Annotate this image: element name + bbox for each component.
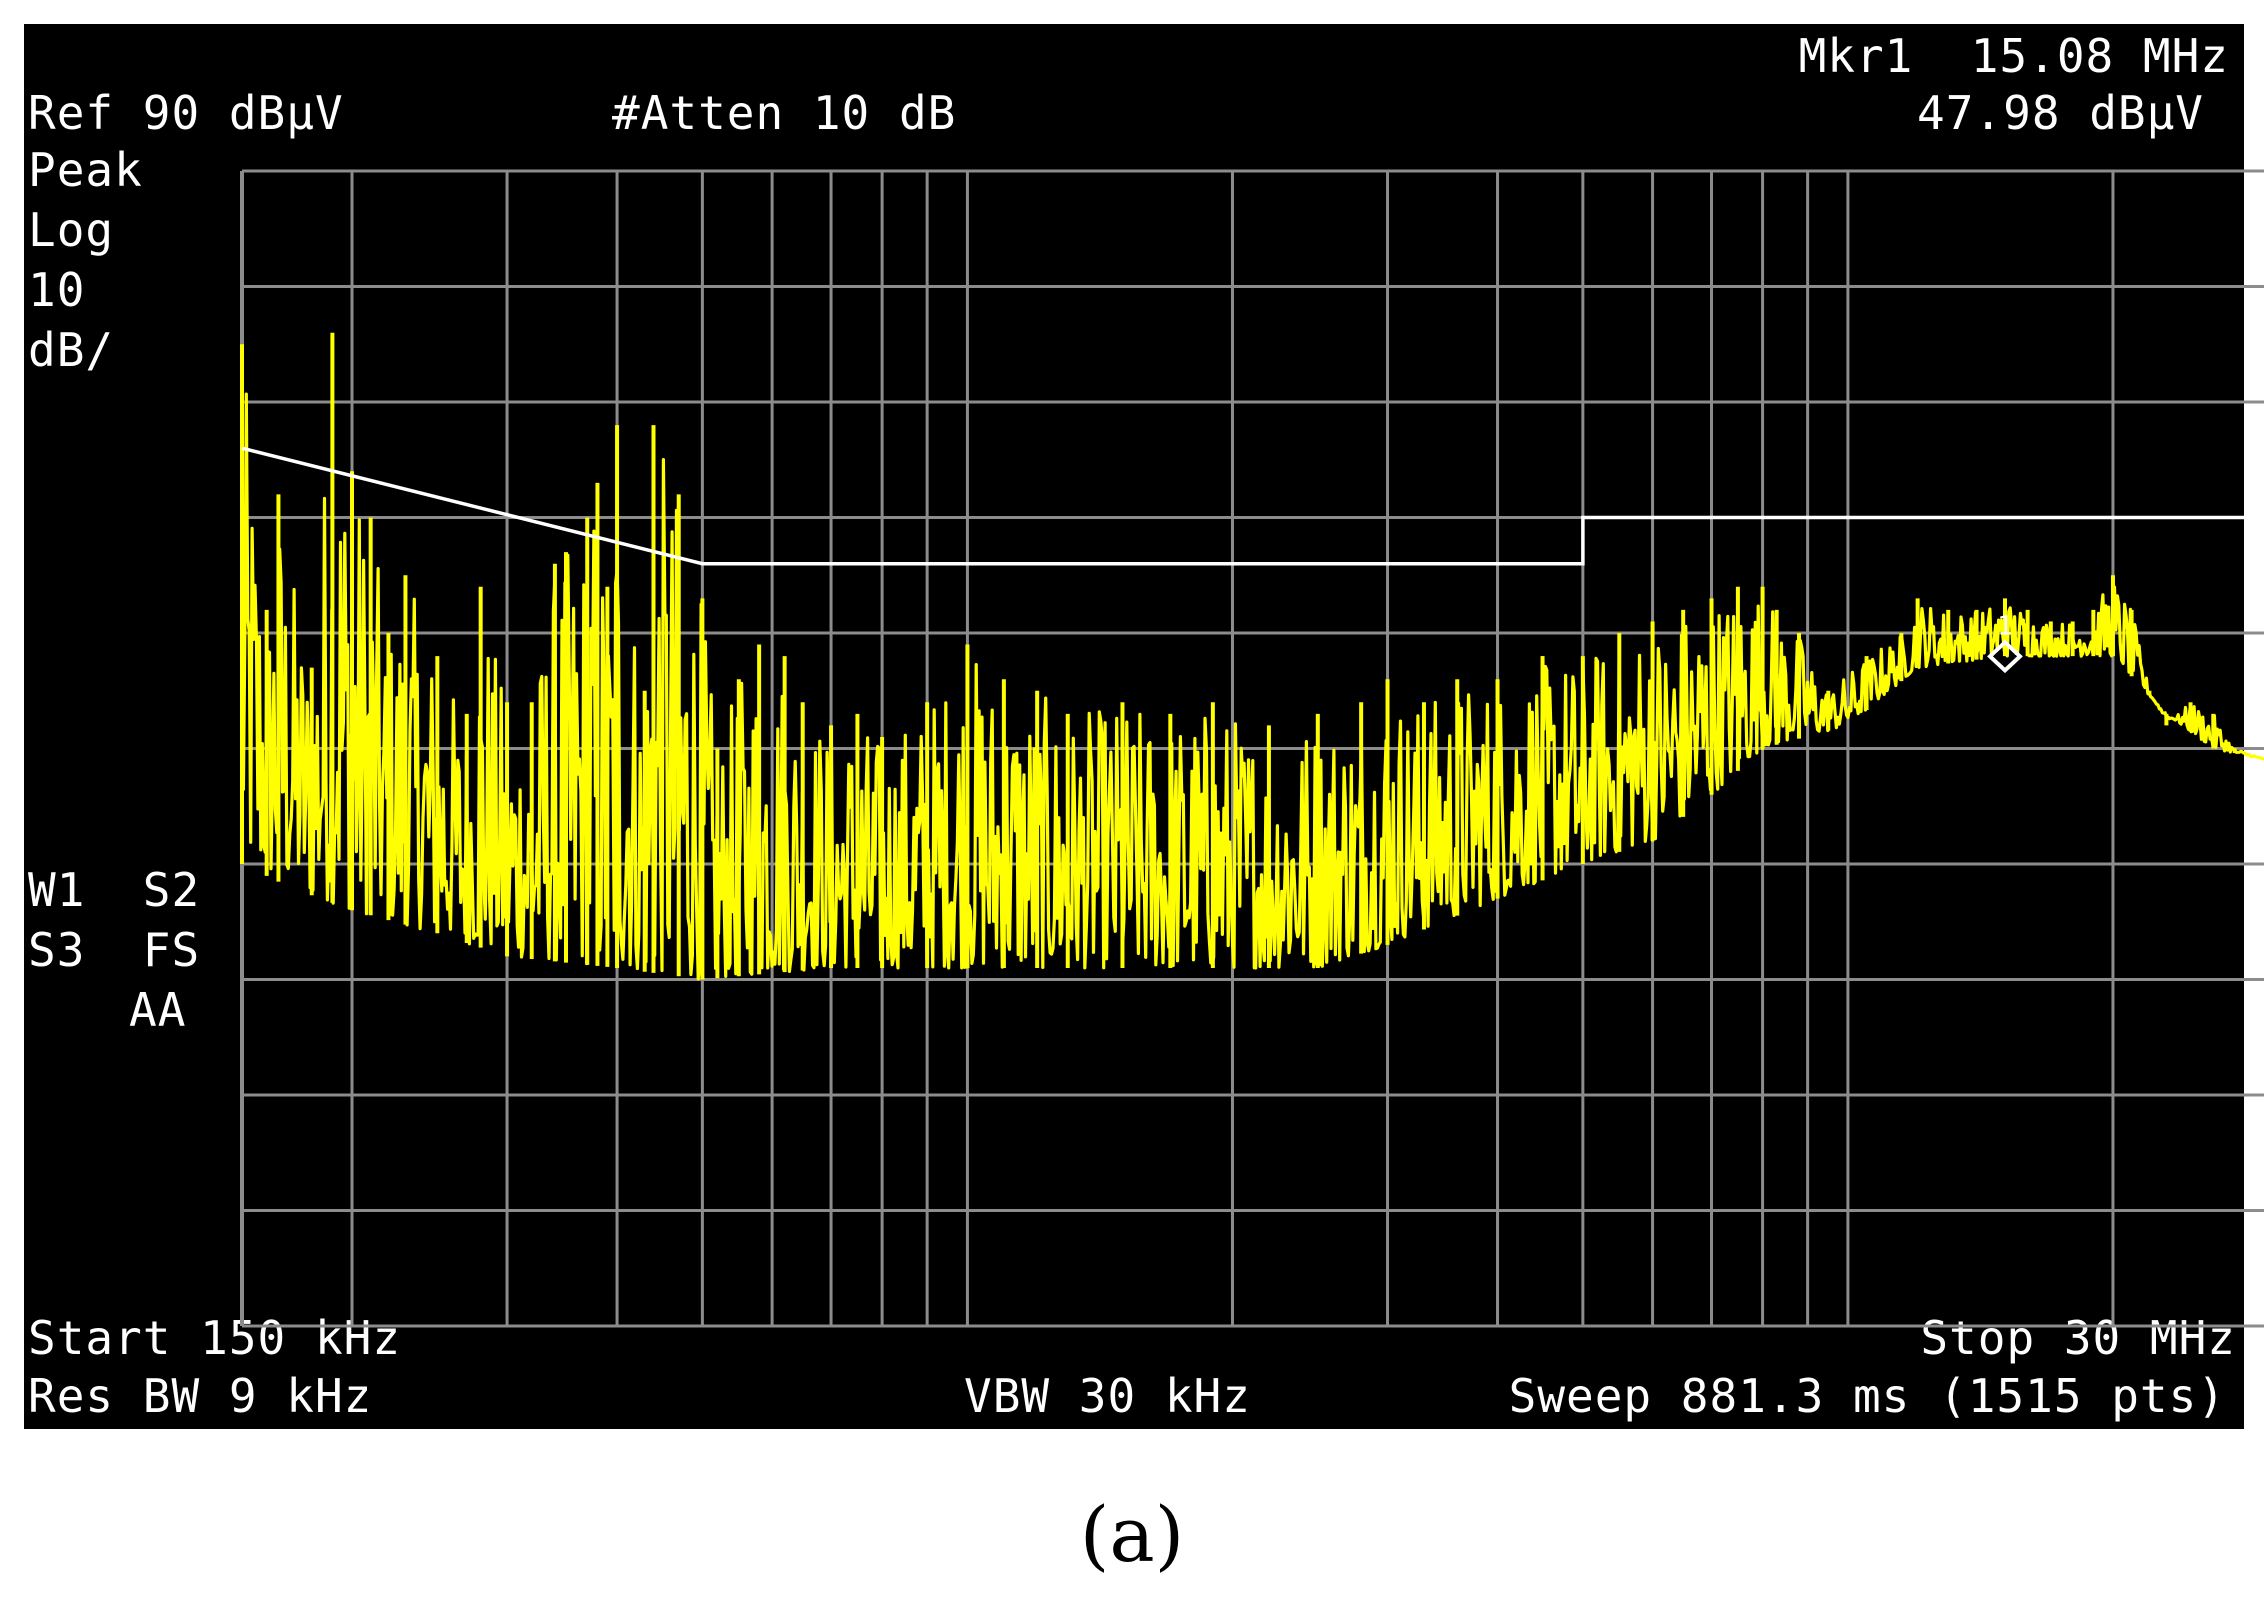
ref-level-label: Ref 90 dBµV xyxy=(28,86,344,140)
marker-amplitude-label: 47.98 dBµV xyxy=(1917,86,2204,140)
scale-value-label: 10 xyxy=(28,263,86,317)
marker-frequency-label: Mkr1 15.08 MHz xyxy=(1798,29,2229,83)
figure-caption: (a) xyxy=(1079,1490,1185,1579)
detector-label: Peak xyxy=(28,143,143,197)
start-frequency-label: Start 150 kHz xyxy=(28,1311,402,1365)
trace-flags-line3: AA xyxy=(129,983,187,1037)
stop-frequency-label: Stop 30 MHz xyxy=(1920,1311,2236,1365)
vbw-label: VBW 30 kHz xyxy=(964,1369,1251,1423)
res-bw-label: Res BW 9 kHz xyxy=(28,1369,373,1423)
analyzer-screen: Ref 90 dBµV #Atten 10 dB Mkr1 15.08 MHz … xyxy=(24,24,2264,1429)
trace-flags-line1: W1 S2 xyxy=(28,863,201,917)
trace-flags-line2: S3 FS xyxy=(28,923,201,977)
spectrum-plot: 1 xyxy=(240,169,2264,1328)
attenuation-label: #Atten 10 dB xyxy=(612,86,957,140)
marker-number: 1 xyxy=(1997,611,2013,641)
spectrum-trace xyxy=(240,392,2264,981)
sweep-label: Sweep 881.3 ms (1515 pts) xyxy=(1508,1369,2226,1423)
scale-unit-label: dB/ xyxy=(28,323,115,377)
limit-line xyxy=(241,446,2264,566)
scale-type-label: Log xyxy=(28,203,115,257)
marker-diamond xyxy=(1987,639,2023,674)
